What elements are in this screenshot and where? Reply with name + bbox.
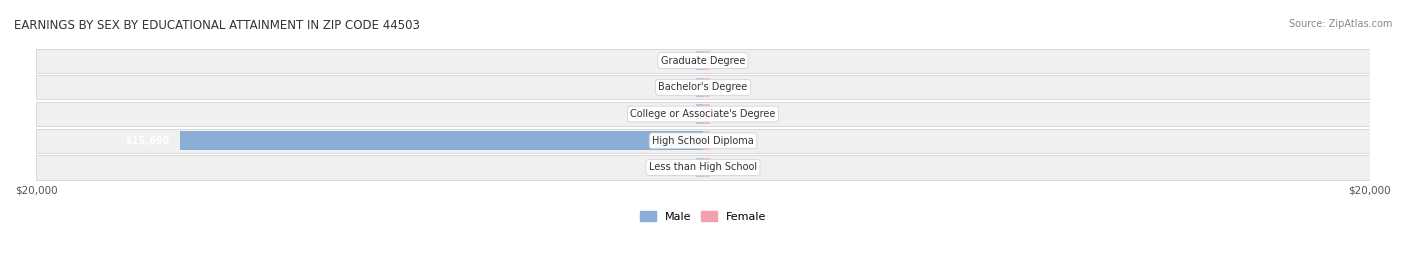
Text: $0: $0	[678, 56, 690, 66]
Text: $0: $0	[716, 136, 728, 146]
Bar	[696, 104, 703, 124]
Text: Bachelor's Degree: Bachelor's Degree	[658, 82, 748, 92]
Bar	[703, 131, 710, 150]
Text: High School Diploma: High School Diploma	[652, 136, 754, 146]
Text: $0: $0	[678, 82, 690, 92]
Text: College or Associate's Degree: College or Associate's Degree	[630, 109, 776, 119]
Bar	[180, 131, 703, 150]
Text: Graduate Degree: Graduate Degree	[661, 56, 745, 66]
Bar	[37, 155, 1369, 179]
Text: $0: $0	[716, 56, 728, 66]
Bar	[696, 158, 703, 177]
Bar	[703, 158, 710, 177]
Bar	[37, 75, 1369, 99]
Text: EARNINGS BY SEX BY EDUCATIONAL ATTAINMENT IN ZIP CODE 44503: EARNINGS BY SEX BY EDUCATIONAL ATTAINMEN…	[14, 19, 420, 32]
Text: Less than High School: Less than High School	[650, 162, 756, 172]
Legend: Male, Female: Male, Female	[636, 206, 770, 226]
Text: $15,690: $15,690	[125, 136, 170, 146]
Text: $0: $0	[716, 82, 728, 92]
Bar	[696, 78, 703, 97]
Bar	[703, 104, 710, 124]
Bar	[703, 51, 710, 70]
Text: $0: $0	[678, 162, 690, 172]
Text: $0: $0	[678, 109, 690, 119]
Text: $0: $0	[716, 162, 728, 172]
Bar	[37, 49, 1369, 73]
Text: $0: $0	[716, 109, 728, 119]
Text: Source: ZipAtlas.com: Source: ZipAtlas.com	[1288, 19, 1392, 29]
Bar	[703, 78, 710, 97]
Bar	[696, 51, 703, 70]
Bar	[37, 129, 1369, 153]
Bar	[37, 102, 1369, 126]
